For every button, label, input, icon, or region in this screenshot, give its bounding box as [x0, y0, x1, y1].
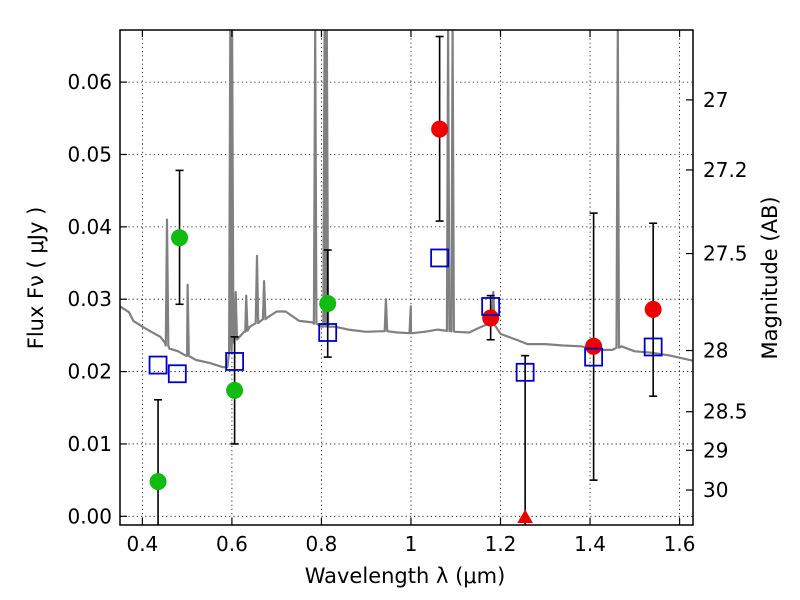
- y-tick-label: 0.00: [67, 504, 112, 528]
- plot-frame: [119, 29, 694, 526]
- mag-tick-label: 28.5: [703, 400, 748, 424]
- mag-tick-label: 30: [703, 478, 728, 502]
- model-point-square: [643, 337, 663, 357]
- data-point-circle: [644, 300, 662, 318]
- data-point-circle: [149, 473, 167, 491]
- x-tick-label: 1.4: [574, 532, 606, 556]
- upper-limit-triangle: [517, 509, 533, 523]
- data-point-circle: [431, 120, 449, 138]
- model-point-square: [225, 352, 245, 371]
- model-point-square: [430, 248, 450, 268]
- x-tick-label: 0.4: [126, 532, 158, 556]
- y-tick-label: 0.02: [67, 360, 112, 384]
- y2-axis-label: Magnitude (AB): [758, 196, 782, 359]
- mag-tick-label: 27: [703, 88, 728, 112]
- model-point-square: [481, 297, 501, 316]
- x-tick-label: 1.2: [485, 532, 517, 556]
- spectrum-layer: [120, 30, 693, 369]
- model-point-square: [584, 347, 604, 367]
- tick-layer: 0.4 0.6 0.8 1 1.2 1.4 1.6 0.00 0.01 0.02 0.03 0.04 0…: [67, 30, 748, 556]
- mag-tick-label: 29: [703, 438, 728, 462]
- y-tick-label: 0.06: [67, 70, 112, 94]
- model-point-square: [515, 362, 535, 382]
- data-point-circle: [585, 337, 603, 355]
- y-tick-label: 0.04: [67, 215, 112, 239]
- marker-layer: [148, 120, 663, 523]
- data-point-circle: [319, 295, 337, 313]
- x-tick-label: 0.8: [306, 532, 338, 556]
- data-point-circle: [171, 229, 189, 247]
- y-tick-label: 0.05: [67, 142, 112, 166]
- x-tick-label: 0.6: [216, 532, 248, 556]
- data-point-circle: [482, 309, 500, 327]
- x-tick-label: 1.6: [664, 532, 696, 556]
- x-tick-label: 1: [405, 532, 418, 556]
- data-point-circle: [226, 381, 244, 399]
- y-tick-label: 0.03: [67, 287, 112, 311]
- model-point-square: [318, 323, 338, 342]
- mag-tick-label: 27.2: [703, 158, 748, 182]
- x-axis-label: Wavelength λ (μm): [305, 564, 506, 588]
- spectrum-line: [120, 30, 693, 369]
- y-axis-label: Flux Fν ( μJy ): [24, 207, 48, 350]
- y-tick-label: 0.01: [67, 432, 112, 456]
- mag-tick-label: 28: [703, 339, 728, 363]
- model-point-square: [167, 364, 187, 384]
- model-point-square: [148, 355, 168, 375]
- mag-tick-label: 27.5: [703, 242, 748, 266]
- grid: [120, 30, 693, 525]
